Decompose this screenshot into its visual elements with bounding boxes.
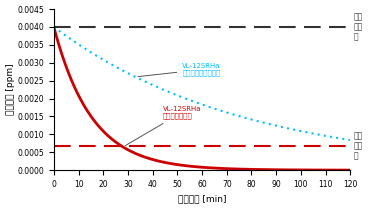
Text: 臭気
強度
３: 臭気 強度 ３ (353, 12, 362, 42)
Text: 臭気
強度
２: 臭気 強度 ２ (353, 131, 362, 161)
X-axis label: 経過時間 [min]: 経過時間 [min] (178, 194, 226, 203)
Text: VL-12SRHa
「急速モード」: VL-12SRHa 「急速モード」 (125, 106, 201, 145)
Text: VL-12SRHa
「ロスナイモード」: VL-12SRHa 「ロスナイモード」 (138, 63, 221, 77)
Y-axis label: ガス濃度 [ppm]: ガス濃度 [ppm] (6, 64, 15, 115)
